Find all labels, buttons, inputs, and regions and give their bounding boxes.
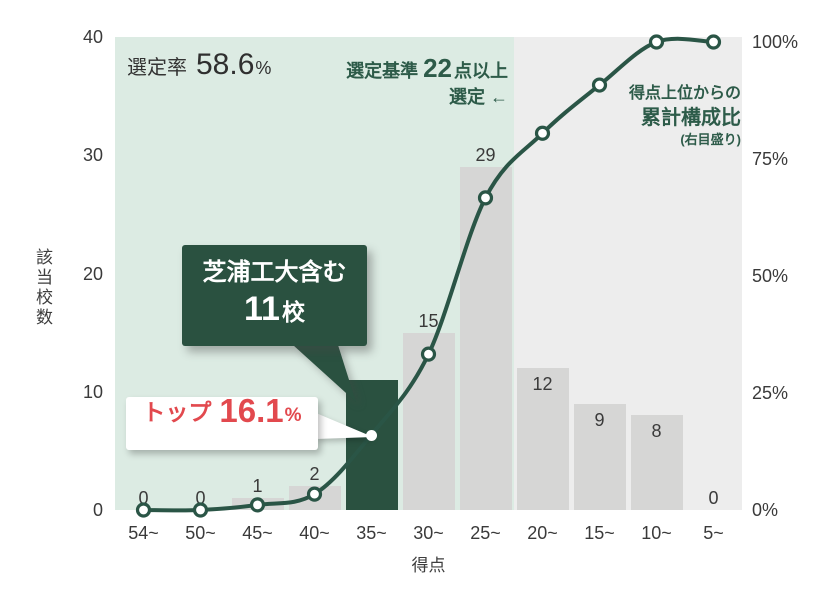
- criteria-value: 22: [423, 53, 452, 83]
- green-callout-unit: 校: [281, 299, 305, 325]
- y-tick-label: 10: [82, 381, 103, 402]
- cumulative-legend-line1: 得点上位からの: [628, 85, 741, 102]
- right-tick-label: 100%: [752, 32, 799, 52]
- bar-value-label: 2: [309, 464, 320, 485]
- bar-value-label: 15: [418, 310, 439, 331]
- bar-value-label: 1: [252, 476, 263, 497]
- green-callout: 芝浦工大含む 11 校: [182, 245, 367, 346]
- top-callout-unit: %: [284, 405, 302, 426]
- x-tick-label: 45~: [242, 523, 273, 543]
- x-tick-label: 25~: [470, 523, 501, 543]
- right-tick-label: 50%: [752, 266, 789, 286]
- bar-value-label: 8: [651, 421, 662, 442]
- selection-rate-label: 選定率: [127, 57, 187, 79]
- y-tick-label: 0: [92, 500, 103, 520]
- top-callout-value: 16.1: [219, 392, 284, 429]
- selection-rate-unit: %: [255, 58, 272, 78]
- bar-value-label: 29: [475, 145, 496, 166]
- x-tick-label: 15~: [584, 523, 615, 543]
- y-tick-label: 30: [82, 145, 103, 166]
- x-tick-label: 5~: [703, 523, 724, 543]
- bar: [288, 486, 341, 510]
- criteria-suffix: 点以上: [454, 61, 508, 81]
- selection-rate-annotation: 選定率 58.6 %: [127, 48, 271, 82]
- left-axis-title: 該当校数: [33, 248, 52, 328]
- cumulative-legend-line2: 累計構成比: [641, 107, 741, 129]
- x-tick-label: 40~: [299, 523, 330, 543]
- bar-value-label: 0: [195, 488, 206, 508]
- bar-value-label: 0: [708, 488, 719, 508]
- x-tick-label: 54~: [128, 523, 159, 543]
- line-point-marker-highlight: [366, 430, 377, 441]
- bar-value-label: 0: [138, 488, 149, 508]
- green-callout-text: 芝浦工大含む: [202, 259, 347, 286]
- bar-value-label: 12: [532, 374, 553, 395]
- bar-value-label: 9: [594, 409, 605, 430]
- criteria-label: 選定基準: [346, 61, 419, 81]
- x-axis-title: 得点: [411, 556, 446, 575]
- top-callout-label: トップ: [142, 399, 212, 425]
- criteria-selected-arrow: 選定 ←: [448, 87, 508, 107]
- right-tick-label: 75%: [752, 149, 789, 169]
- y-tick-label: 40: [82, 27, 103, 47]
- green-callout-value: 11: [244, 290, 280, 328]
- bar: [459, 167, 512, 510]
- x-tick-label: 20~: [527, 523, 558, 543]
- selection-rate-value: 58.6: [196, 48, 255, 81]
- y-tick-label: 20: [82, 263, 103, 284]
- top-share-callout: トップ 16.1 %: [126, 392, 318, 450]
- cumulative-legend-line3: (右目盛り): [680, 132, 741, 147]
- bar: [231, 498, 284, 510]
- x-tick-label: 10~: [641, 523, 672, 543]
- x-tick-label: 35~: [356, 523, 387, 543]
- cumulative-legend: 得点上位からの 累計構成比 (右目盛り): [591, 83, 741, 149]
- bar: [402, 332, 455, 510]
- x-tick-label: 50~: [185, 523, 216, 543]
- selection-criteria-annotation: 選定基準 22 点以上 選定 ←: [308, 54, 508, 110]
- x-tick-label: 30~: [413, 523, 444, 543]
- right-tick-label: 25%: [752, 383, 789, 403]
- right-tick-label: 0%: [752, 500, 779, 520]
